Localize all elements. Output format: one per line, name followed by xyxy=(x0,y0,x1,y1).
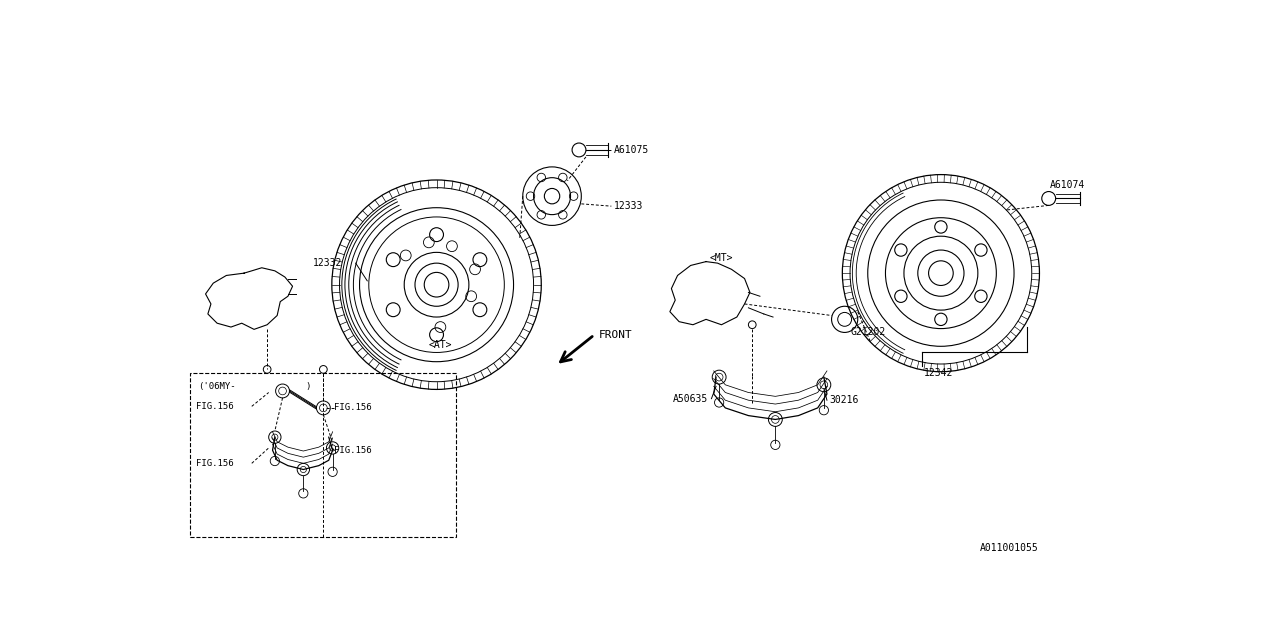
Text: A50635: A50635 xyxy=(673,394,708,404)
Text: A61074: A61074 xyxy=(1050,180,1085,189)
Text: 12333: 12333 xyxy=(613,201,643,211)
Text: G21202: G21202 xyxy=(850,328,886,337)
Text: 12342: 12342 xyxy=(924,368,954,378)
Text: FIG.156: FIG.156 xyxy=(334,403,371,412)
Text: FIG.156: FIG.156 xyxy=(196,402,233,411)
Text: <MT>: <MT> xyxy=(710,253,733,263)
Text: ): ) xyxy=(306,382,311,391)
Text: 12332: 12332 xyxy=(314,258,343,268)
Bar xyxy=(191,373,456,537)
Text: ('06MY-: ('06MY- xyxy=(198,382,236,391)
Text: FIG.156: FIG.156 xyxy=(196,459,233,468)
Text: A61075: A61075 xyxy=(613,145,649,155)
Text: FRONT: FRONT xyxy=(598,330,632,340)
Text: 30216: 30216 xyxy=(829,395,859,405)
Text: FIG.156: FIG.156 xyxy=(334,445,371,455)
Text: <AT>: <AT> xyxy=(429,340,452,349)
Text: A011001055: A011001055 xyxy=(979,543,1038,553)
